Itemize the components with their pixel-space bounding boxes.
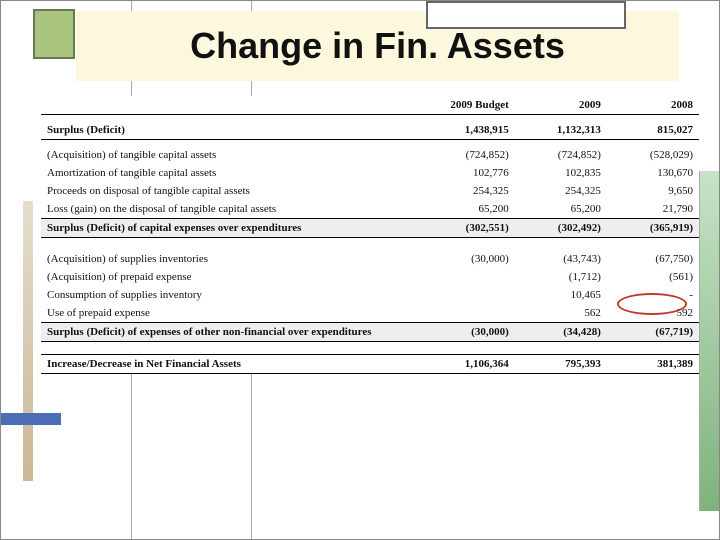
table-row: Proceeds on disposal of tangible capital… xyxy=(41,182,699,200)
row-label: Surplus (Deficit) of expenses of other n… xyxy=(41,323,423,342)
table-row: Amortization of tangible capital assets … xyxy=(41,164,699,182)
cell-value: (561) xyxy=(607,268,699,286)
cell-value: 130,670 xyxy=(607,164,699,182)
cell-value: (1,712) xyxy=(515,268,607,286)
cell-value: 21,790 xyxy=(607,200,699,219)
row-label: Proceeds on disposal of tangible capital… xyxy=(41,182,423,200)
table-row: Surplus (Deficit) 1,438,915 1,132,313 81… xyxy=(41,121,699,140)
cell-value: (67,750) xyxy=(607,250,699,268)
deco-blue-bar xyxy=(1,413,61,425)
cell-value: 10,465 xyxy=(515,286,607,304)
cell-value: 254,325 xyxy=(515,182,607,200)
cell-value: (528,029) xyxy=(607,146,699,164)
cell-value: 65,200 xyxy=(423,200,515,219)
table-row: (Acquisition) of prepaid expense (1,712)… xyxy=(41,268,699,286)
cell-value: 9,650 xyxy=(607,182,699,200)
cell-value: 795,393 xyxy=(515,355,607,374)
row-label: Consumption of supplies inventory xyxy=(41,286,423,304)
cell-value: 562 xyxy=(515,304,607,323)
table-row: Loss (gain) on the disposal of tangible … xyxy=(41,200,699,219)
row-label: Amortization of tangible capital assets xyxy=(41,164,423,182)
cell-value: (724,852) xyxy=(423,146,515,164)
cell-value: (365,919) xyxy=(607,219,699,238)
table-row-subtotal: Surplus (Deficit) of capital expenses ov… xyxy=(41,219,699,238)
col-budget: 2009 Budget xyxy=(423,96,515,115)
row-label: Surplus (Deficit) xyxy=(41,121,423,140)
cell-value xyxy=(423,304,515,323)
cell-value: 1,132,313 xyxy=(515,121,607,140)
deco-left-bar xyxy=(23,201,33,481)
cell-value: 65,200 xyxy=(515,200,607,219)
cell-value xyxy=(423,268,515,286)
row-label: (Acquisition) of supplies inventories xyxy=(41,250,423,268)
col-2008: 2008 xyxy=(607,96,699,115)
table-row: Consumption of supplies inventory 10,465… xyxy=(41,286,699,304)
table-row: (Acquisition) of tangible capital assets… xyxy=(41,146,699,164)
cell-value: (724,852) xyxy=(515,146,607,164)
cell-value: (30,000) xyxy=(423,323,515,342)
cell-value: 1,106,364 xyxy=(423,355,515,374)
finance-table: 2009 Budget 2009 2008 Surplus (Deficit) … xyxy=(41,96,699,374)
row-label: (Acquisition) of prepaid expense xyxy=(41,268,423,286)
cell-value: (67,719) xyxy=(607,323,699,342)
cell-value: 592 xyxy=(607,304,699,323)
deco-right-bar xyxy=(699,171,719,511)
cell-value: (30,000) xyxy=(423,250,515,268)
table-row: Use of prepaid expense 562 592 xyxy=(41,304,699,323)
cell-value: (43,743) xyxy=(515,250,607,268)
table-row: (Acquisition) of supplies inventories (3… xyxy=(41,250,699,268)
cell-value: - xyxy=(607,286,699,304)
row-label: (Acquisition) of tangible capital assets xyxy=(41,146,423,164)
cell-value: 102,776 xyxy=(423,164,515,182)
deco-top-box xyxy=(426,1,626,29)
table-row-subtotal: Surplus (Deficit) of expenses of other n… xyxy=(41,323,699,342)
cell-value: 1,438,915 xyxy=(423,121,515,140)
cell-value: 815,027 xyxy=(607,121,699,140)
row-label: Surplus (Deficit) of capital expenses ov… xyxy=(41,219,423,238)
cell-value: (302,551) xyxy=(423,219,515,238)
cell-value: 381,389 xyxy=(607,355,699,374)
table-row-total: Increase/Decrease in Net Financial Asset… xyxy=(41,355,699,374)
row-label: Use of prepaid expense xyxy=(41,304,423,323)
cell-value: 102,835 xyxy=(515,164,607,182)
cell-value: (302,492) xyxy=(515,219,607,238)
page-title: Change in Fin. Assets xyxy=(190,25,565,67)
slide-frame: Change in Fin. Assets 2009 Budget 2009 2… xyxy=(0,0,720,540)
table-header-row: 2009 Budget 2009 2008 xyxy=(41,96,699,115)
deco-green-square xyxy=(33,9,75,59)
col-2009: 2009 xyxy=(515,96,607,115)
cell-value xyxy=(423,286,515,304)
row-label: Loss (gain) on the disposal of tangible … xyxy=(41,200,423,219)
cell-value: (34,428) xyxy=(515,323,607,342)
cell-value: 254,325 xyxy=(423,182,515,200)
row-label: Increase/Decrease in Net Financial Asset… xyxy=(41,355,423,374)
